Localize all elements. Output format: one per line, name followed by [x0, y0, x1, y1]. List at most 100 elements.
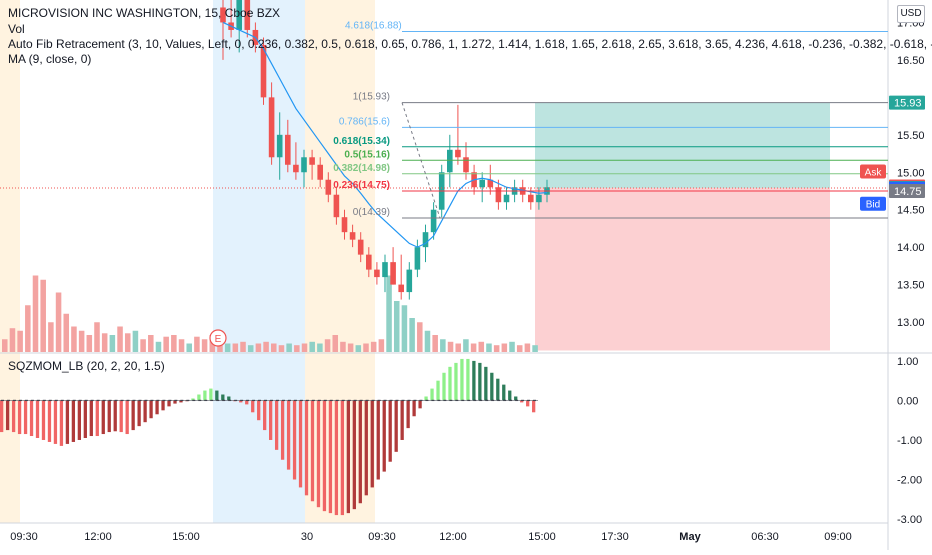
candle-body	[503, 194, 510, 203]
volume-bar	[271, 343, 277, 352]
fib-label: 0.382(14.98)	[333, 163, 390, 174]
volume-bar	[163, 336, 169, 352]
volume-bar	[2, 339, 8, 352]
sqz-bar	[23, 400, 28, 435]
time-tick-label: May	[679, 531, 701, 543]
time-tick-label: 12:00	[439, 531, 467, 543]
sqz-tick-label: -2.00	[897, 475, 922, 487]
sqz-bar	[239, 400, 243, 403]
volume-bar	[340, 341, 346, 352]
fib-legend-text: Auto Fib Retracement (3, 10, Values, Lef…	[8, 37, 932, 51]
candle-body	[414, 247, 421, 270]
time-tick-label: 15:00	[172, 531, 200, 543]
candle-body	[260, 44, 267, 98]
price-tag-fib-zero: 14.75	[894, 186, 922, 198]
sqz-bar	[478, 362, 482, 401]
sqz-bar	[251, 400, 255, 413]
volume-bar	[401, 305, 408, 352]
sqz-bar	[388, 400, 392, 462]
price-tick-label: 13.50	[897, 280, 925, 292]
sqz-bar	[173, 400, 177, 404]
candle-body	[536, 194, 542, 203]
volume-bar	[224, 343, 231, 352]
volume-bar	[32, 275, 39, 352]
candle-body	[447, 149, 453, 173]
fib-label: 0.786(15.6)	[339, 116, 390, 127]
candle-body	[406, 269, 413, 293]
price-tag-fib-top-bg	[889, 95, 925, 110]
volume-bar	[393, 301, 400, 352]
sqz-bar	[53, 400, 58, 444]
sqz-bar	[310, 400, 315, 502]
sqz-bar	[155, 400, 159, 415]
sqz-bar	[274, 400, 279, 450]
volume-bar	[55, 292, 62, 352]
volume-bar	[25, 305, 31, 352]
candle-body	[341, 217, 348, 233]
volume-bar	[86, 335, 93, 352]
volume-bar	[194, 336, 200, 352]
sqz-bar	[215, 390, 219, 401]
volume-bar	[255, 343, 262, 352]
sqz-bar	[304, 400, 309, 496]
stop-zone	[535, 187, 830, 351]
sqz-bar	[11, 400, 16, 433]
price-tick-label: 13.00	[897, 317, 925, 329]
time-tick-label: 06:30	[751, 531, 779, 543]
volume-bar	[140, 339, 146, 352]
sqz-bar	[490, 372, 494, 401]
sqz-bar	[532, 400, 536, 413]
volume-bar	[9, 328, 16, 352]
volume-bar	[40, 279, 46, 352]
target-zone	[535, 102, 830, 188]
sqz-bar	[113, 400, 117, 432]
sqz-bar	[107, 400, 111, 433]
volume-bar	[171, 335, 177, 352]
volume-bar	[516, 345, 523, 352]
volume-bar	[278, 345, 285, 352]
price-tick-label: 14.00	[897, 242, 925, 254]
sqz-bar	[203, 390, 207, 401]
time-tick-label: 09:30	[10, 531, 38, 543]
legend-fib: Auto Fib Retracement (3, 10, Values, Lef…	[8, 37, 932, 52]
sqz-bar	[101, 400, 105, 435]
sqz-bar	[412, 400, 416, 417]
sqz-bar	[77, 400, 81, 440]
sqz-bar	[131, 400, 135, 431]
sqz-bar	[376, 400, 380, 480]
sqz-bar	[298, 400, 303, 488]
candle-body	[382, 262, 388, 278]
volume-bar	[347, 343, 354, 352]
sqz-bar	[83, 400, 87, 438]
sqz-tick-label: -1.00	[897, 435, 922, 447]
sqz-bar	[460, 358, 464, 401]
candle-body	[293, 164, 299, 173]
sqz-bar	[137, 400, 141, 427]
candle-body	[430, 209, 437, 233]
volume-bar	[132, 330, 139, 352]
currency-button[interactable]: USD	[897, 5, 925, 23]
sqz-bar	[65, 400, 70, 444]
sqz-bar	[17, 400, 22, 435]
session-bg-afterhours	[213, 0, 305, 523]
sqz-bar	[161, 400, 165, 411]
price-tick-label: 14.50	[897, 205, 925, 217]
volume-bar	[493, 345, 500, 352]
sqz-bar	[448, 366, 452, 401]
candle-body	[244, 0, 251, 30]
sqz-tick-label: -3.00	[897, 514, 922, 526]
sqz-bar	[394, 400, 398, 452]
sqz-bar	[257, 400, 261, 421]
candle-body	[357, 239, 364, 255]
sqz-bar	[418, 400, 422, 409]
legend-vol: Vol	[8, 22, 25, 37]
sqz-bar	[526, 400, 530, 407]
legend-sqz: SQZMOM_LB (20, 2, 20, 1.5)	[8, 359, 165, 374]
symbol-title: MICROVISION INC WASHINGTON, 15, Cboe BZX	[8, 6, 281, 20]
sqz-bar	[197, 394, 201, 401]
sqz-bar	[382, 400, 386, 472]
sqz-bar	[5, 400, 10, 431]
volume-bar	[486, 343, 492, 352]
